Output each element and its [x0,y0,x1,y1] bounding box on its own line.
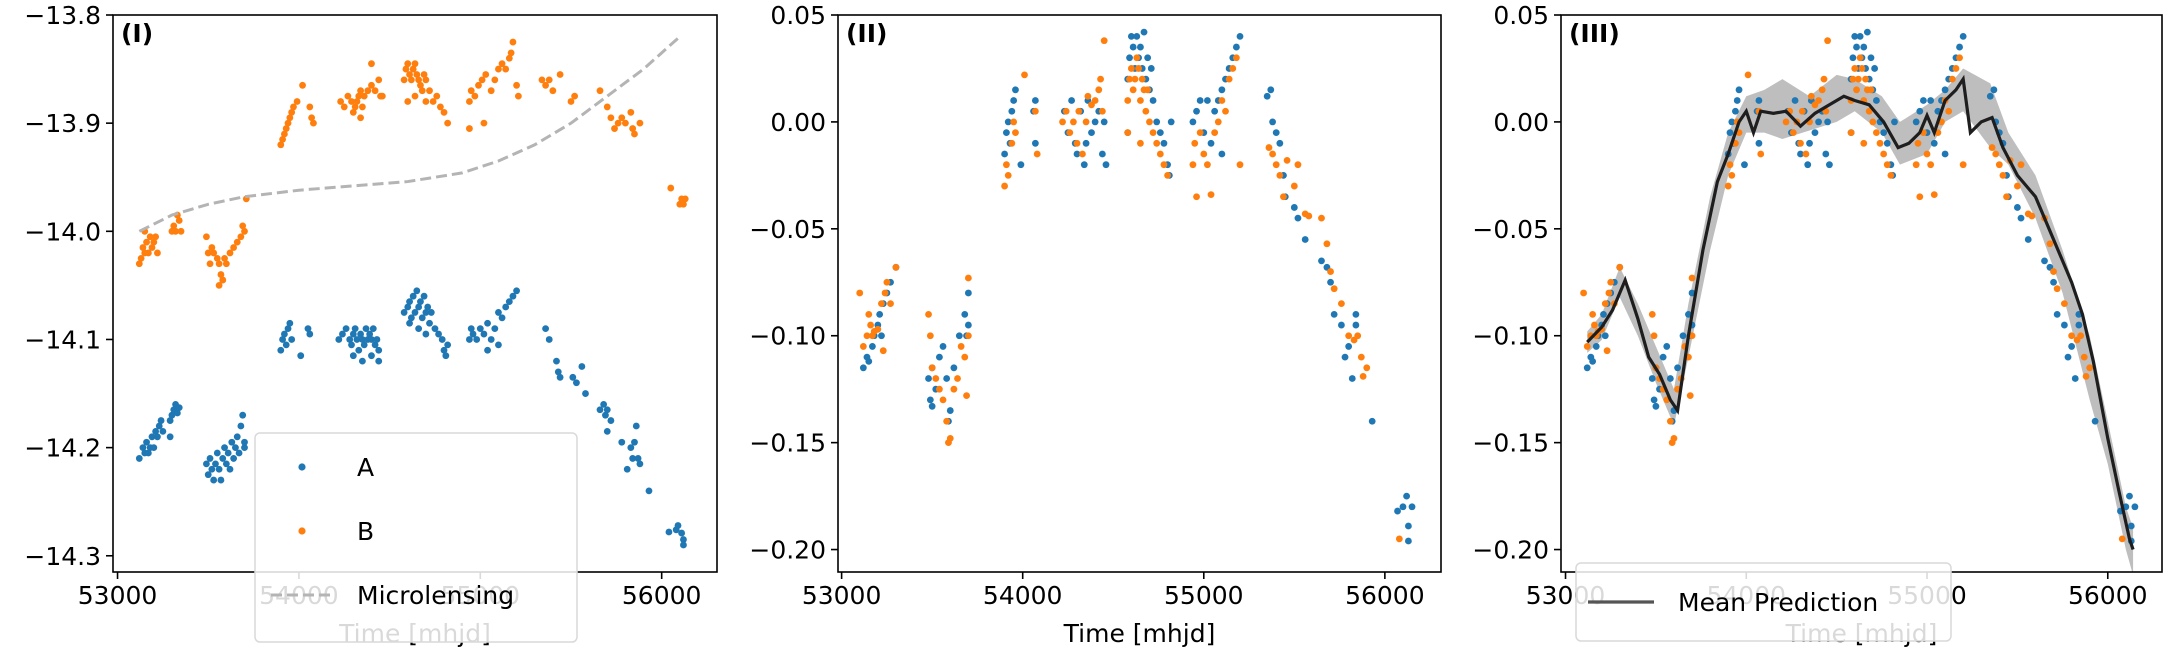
legend-item-mean-prediction: Mean Prediction [1588,588,1878,617]
y-tick-label: −0.20 [1472,536,1549,565]
panel-label: (I) [121,19,153,48]
uncertainty-band [1587,68,2134,572]
y-tick-label: −0.15 [749,429,826,458]
legend: A B Microlensing [254,432,578,643]
y-tick-label: −14.3 [24,542,101,571]
legend-label: Microlensing [357,581,514,610]
y-tick-label: −0.20 [749,536,826,565]
legend-label: B [357,517,374,546]
legend-marker-icon [298,463,306,471]
y-tick-label: −14.2 [24,434,101,463]
y-tick-label: −0.10 [749,322,826,351]
y-tick-label: −13.8 [24,1,101,30]
series-b-points [1580,37,2126,543]
x-tick-label: 53000 [802,581,882,610]
legend-label: Mean Prediction [1678,588,1878,617]
plot-area [856,28,1416,545]
y-tick-label: −13.9 [24,109,101,138]
y-tick-label: 0.00 [1493,108,1549,137]
x-tick-label: 53000 [78,581,158,610]
y-axis: 0.05 0.00 −0.05 −0.10 −0.15 −0.20 [1472,1,1561,565]
x-tick-label: 56000 [622,581,702,610]
series-b-points [856,37,1403,543]
legend: Mean Prediction [1575,562,1952,642]
mean-prediction-line [1586,74,2135,551]
series-b-points [135,38,689,289]
legend-item-b: B [298,517,374,546]
panel-II: 53000 54000 55000 56000 Time [mhjd] 0.05 0.00 −… [749,1,1442,648]
y-tick-label: −0.15 [1472,429,1549,458]
series-a-points [859,28,1416,545]
y-tick-label: −0.05 [1472,215,1549,244]
series-a-points [135,287,687,549]
y-tick-label: 0.00 [770,108,826,137]
microlensing-curve [138,35,681,233]
y-tick-label: 0.05 [1493,1,1549,30]
panel-label: (II) [846,19,887,48]
x-tick-label: 56000 [1345,581,1425,610]
y-tick-label: −0.10 [1472,322,1549,351]
legend-marker-icon [298,527,306,535]
y-tick-label: −14.0 [24,217,101,246]
x-tick-label: 54000 [983,581,1063,610]
y-tick-label: −14.1 [24,325,101,354]
legend-item-microlensing: Microlensing [271,581,514,610]
plot-area [135,35,689,549]
x-axis-label: Time [mhjd] [1063,619,1216,648]
legend-label: A [357,453,374,482]
panel-label: (III) [1569,19,1620,48]
y-tick-label: 0.05 [770,1,826,30]
x-tick-label: 56000 [2068,581,2148,610]
x-tick-label: 55000 [1164,581,1244,610]
legend-item-a: A [298,453,374,482]
x-axis: 53000 54000 55000 56000 Time [mhjd] [802,572,1425,648]
plot-area [1580,28,2139,572]
axes-frame [837,14,1442,573]
y-tick-label: −0.05 [749,215,826,244]
y-axis: 0.05 0.00 −0.05 −0.10 −0.15 −0.20 [749,1,838,565]
y-axis: −13.8 −13.9 −14.0 −14.1 −14.2 −14.3 [24,1,113,571]
